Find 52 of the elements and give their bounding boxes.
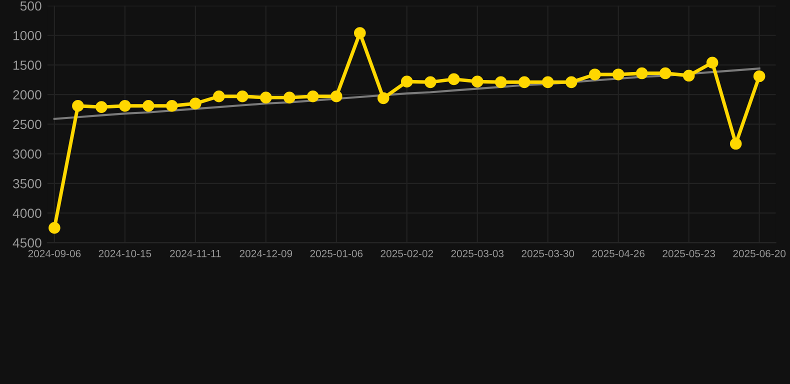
x-tick-label: 2025-02-02 [380,250,434,258]
x-tick-label: 2025-01-06 [310,250,363,258]
line-series [53,68,760,120]
point [377,92,390,104]
x-tick-label: 2024-12-09 [240,250,292,258]
point [518,76,530,88]
point [236,90,248,102]
point [190,98,202,110]
point [424,76,436,88]
point [354,27,366,39]
point [588,68,601,80]
point [542,76,554,88]
x-tick-label: 2025-06-20 [733,250,786,258]
point [96,101,108,113]
x-tick-label: 2024-09-06 [28,250,81,258]
point [706,56,718,69]
point [753,70,766,82]
x-tick-label: 2024-10-15 [98,250,152,258]
point [636,67,648,80]
y-tick-label: 3500 [13,179,42,188]
point [565,76,578,88]
point [166,100,178,112]
point [213,90,225,102]
y-tick-label: 1000 [14,30,42,40]
point [142,100,154,112]
y-tick-label: 2000 [13,90,42,100]
point [659,67,672,80]
point [730,138,742,150]
y-tick-label: 4500 [12,238,42,248]
point [284,92,296,104]
point [72,100,84,112]
point [682,70,695,82]
x-tick-label: 2025-03-30 [522,250,574,258]
x-tick-label: 2025-04-26 [592,250,645,258]
x-tick-label: 2024-11-11 [170,250,221,258]
point [48,222,60,234]
point [400,76,413,88]
point [471,76,484,88]
y-tick-label: 500 [20,1,42,11]
point [612,68,624,80]
y-tick-label: 4000 [12,208,42,218]
y-tick-label: 3000 [13,149,42,159]
point [448,73,460,86]
y-tick-label: 2500 [13,120,42,130]
y-tick-label: 1500 [14,60,42,70]
point [307,90,319,102]
point [494,76,507,88]
point [330,90,342,102]
point [119,100,131,112]
x-tick-label: 2025-05-23 [662,250,716,258]
point [260,92,272,104]
x-tick-label: 2025-03-03 [451,250,504,258]
